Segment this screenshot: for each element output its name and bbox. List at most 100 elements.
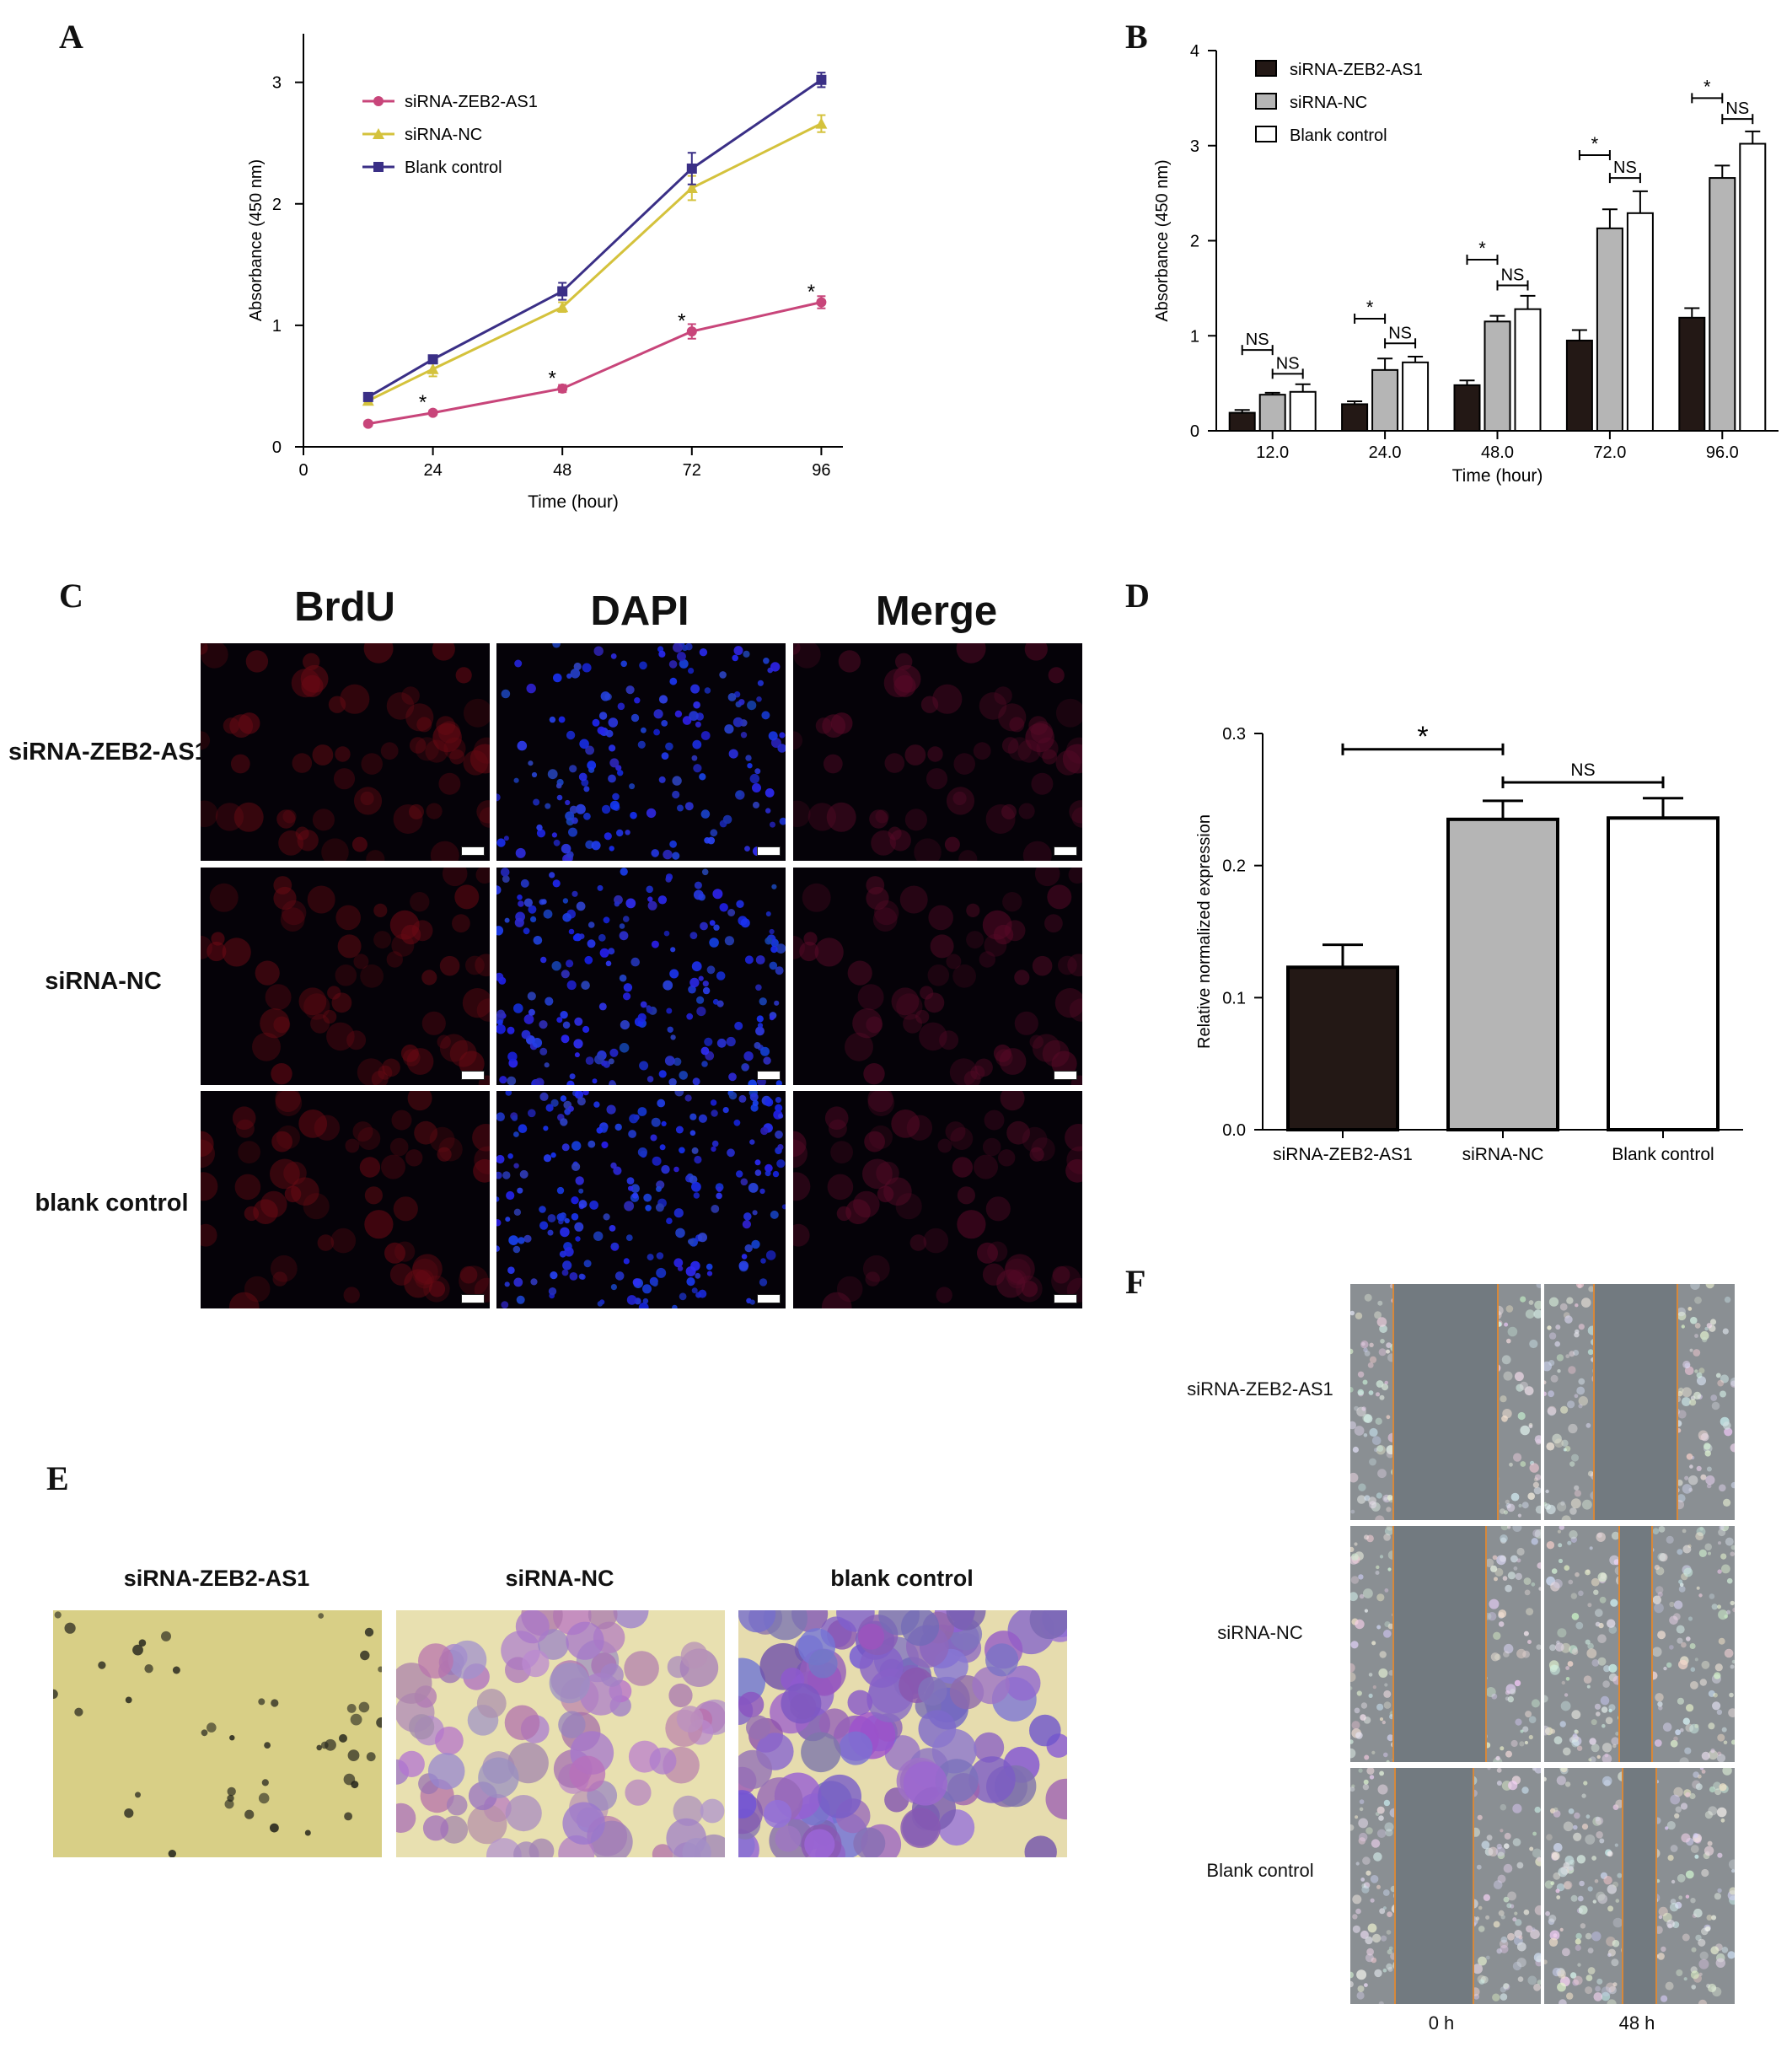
cell	[1605, 1717, 1613, 1725]
cell	[1036, 737, 1059, 760]
cell-texture	[201, 868, 490, 1085]
cell	[689, 977, 700, 988]
cell	[694, 1155, 702, 1164]
cell	[1655, 1586, 1664, 1594]
cell	[1694, 1296, 1702, 1304]
cell	[775, 1825, 802, 1852]
scale-bar	[1054, 1071, 1077, 1080]
cell	[646, 808, 657, 819]
cell	[661, 720, 668, 727]
cell	[527, 991, 536, 1001]
cell	[1607, 1884, 1617, 1894]
cell	[1516, 1383, 1524, 1392]
cell	[867, 1091, 895, 1116]
cell	[1684, 1366, 1694, 1376]
cell	[1563, 1448, 1567, 1452]
cell	[1369, 1501, 1377, 1509]
bar	[1565, 339, 1593, 433]
wound-gap	[1392, 1526, 1487, 1762]
cell	[1612, 1939, 1620, 1948]
cell	[1575, 1944, 1581, 1951]
cell	[710, 1099, 717, 1106]
cell	[893, 664, 921, 693]
cell	[779, 732, 786, 739]
cell	[439, 955, 460, 976]
cell	[292, 753, 313, 773]
cell	[1589, 1756, 1596, 1762]
cell	[587, 921, 595, 928]
cell	[568, 827, 577, 837]
cell	[808, 1649, 838, 1679]
cell	[376, 1717, 382, 1728]
data-point	[557, 286, 568, 297]
bar	[1258, 394, 1286, 432]
cell	[920, 696, 939, 713]
cell	[561, 970, 570, 979]
cell	[1047, 884, 1072, 910]
cell	[1680, 1803, 1688, 1810]
cell	[669, 677, 678, 685]
cell	[744, 1244, 753, 1253]
cell	[754, 1169, 762, 1176]
cell	[373, 903, 388, 917]
cell	[1730, 1380, 1735, 1388]
cell	[1510, 1739, 1518, 1748]
cell	[352, 1121, 373, 1142]
cell	[244, 1809, 255, 1819]
cell	[1358, 1574, 1364, 1580]
cell	[642, 1298, 649, 1304]
cell	[1712, 1986, 1722, 1997]
cell	[888, 826, 902, 841]
cell	[228, 1292, 260, 1308]
wound-gap	[1622, 1768, 1657, 2004]
cell	[597, 884, 604, 891]
cell	[1685, 1870, 1694, 1879]
cell	[1376, 1593, 1385, 1602]
cell	[1364, 1293, 1372, 1302]
cell	[699, 773, 706, 781]
cell	[1358, 1483, 1366, 1491]
cell	[1515, 1572, 1522, 1581]
cell	[1478, 1979, 1485, 1985]
cell	[172, 1666, 180, 1674]
cell	[984, 1109, 1005, 1131]
cell	[1587, 1470, 1594, 1477]
cell	[839, 1731, 873, 1765]
cell	[1523, 1577, 1532, 1585]
cell	[547, 1229, 554, 1236]
cell	[1544, 1776, 1547, 1781]
cell	[583, 1260, 592, 1268]
cell	[684, 1094, 692, 1102]
cell	[728, 749, 738, 759]
cell	[1554, 1340, 1560, 1347]
cell	[673, 1166, 679, 1173]
cell	[953, 753, 975, 775]
cell	[438, 772, 461, 795]
cell	[411, 1258, 438, 1286]
cell	[1497, 1874, 1506, 1883]
panel-letter-f: F	[1125, 1263, 1146, 1301]
cell	[658, 650, 666, 658]
cell	[1365, 1953, 1374, 1963]
cell	[734, 1021, 743, 1030]
cell	[1729, 1692, 1734, 1698]
cell	[1022, 841, 1052, 861]
cell	[1595, 1985, 1601, 1992]
cell	[1614, 1843, 1618, 1847]
cell	[560, 1118, 568, 1126]
cell	[1504, 1643, 1514, 1654]
cell	[603, 1061, 610, 1068]
cell	[1489, 1598, 1500, 1609]
cell	[657, 895, 668, 905]
cell	[1564, 1781, 1571, 1787]
cell	[1571, 1453, 1579, 1462]
cell	[1528, 1424, 1533, 1429]
cell	[1694, 1323, 1701, 1329]
cell	[516, 1295, 525, 1304]
cell	[793, 1223, 810, 1247]
cell	[564, 1217, 570, 1224]
x-tick-label: Blank control	[1612, 1145, 1714, 1164]
cell	[637, 1013, 647, 1022]
cell	[1529, 1339, 1538, 1349]
cell	[728, 1091, 738, 1100]
